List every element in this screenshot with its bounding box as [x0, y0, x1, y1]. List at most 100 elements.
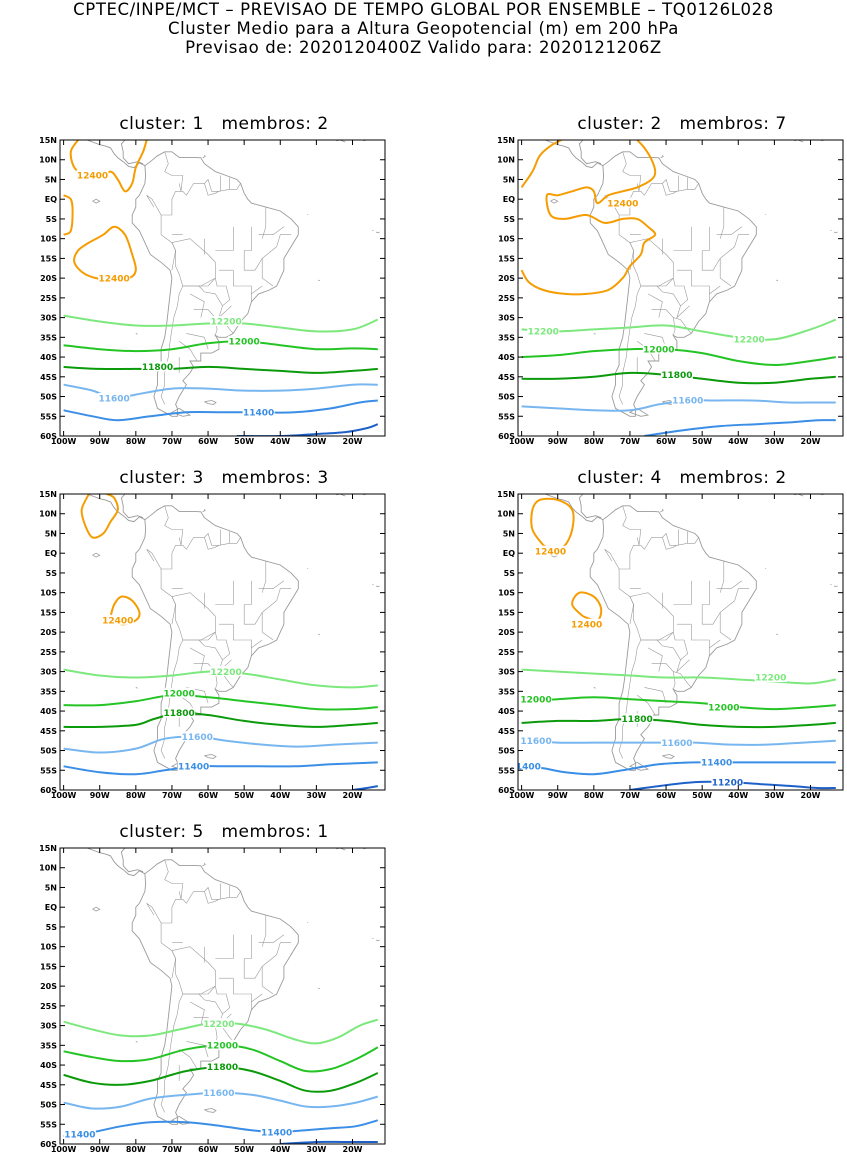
lon-tick-label: 60W — [656, 437, 676, 446]
island — [92, 198, 101, 204]
contour-line-11400 — [63, 1119, 379, 1138]
lat-tick-label: 35S — [498, 333, 515, 342]
lat-tick-label: 25S — [40, 1002, 57, 1011]
contour-line-11800 — [521, 718, 836, 729]
lat-tick-label: 35S — [40, 687, 57, 696]
island — [336, 494, 346, 497]
lat-tick-label: 30S — [498, 668, 515, 677]
contour-line-12400 — [520, 140, 562, 188]
country-border — [672, 671, 692, 690]
lat-tick-label: 15N — [39, 844, 57, 853]
island — [204, 1108, 217, 1113]
contour-label-bg — [163, 687, 196, 698]
country-border — [618, 285, 657, 405]
land-outline — [86, 494, 380, 771]
country-border — [160, 993, 199, 1113]
lat-tick-label: 60S — [40, 1140, 57, 1149]
lat-tick-label: 15N — [497, 490, 515, 499]
coastline — [578, 140, 605, 165]
country-border — [734, 588, 750, 601]
country-border — [618, 178, 699, 271]
contour-label-12200: 12200 — [203, 1020, 234, 1030]
contour-label-bg — [642, 343, 675, 354]
island — [593, 687, 596, 689]
coastline — [544, 494, 604, 523]
lon-tick-label: 90W — [548, 791, 568, 800]
lat-tick-label: 45S — [40, 727, 57, 736]
country-border — [734, 234, 750, 247]
contour-line-12400 — [73, 225, 137, 282]
country-border — [702, 226, 710, 251]
country-border — [701, 604, 721, 625]
lon-tick-label: 40W — [728, 791, 748, 800]
lat-tick-label: 15N — [39, 136, 57, 145]
country-border — [215, 226, 234, 251]
contour-line-11200 — [236, 423, 379, 436]
island — [833, 231, 838, 234]
lon-tick-label: 50W — [692, 791, 712, 800]
lat-tick-label: 50S — [498, 393, 515, 402]
country-border — [160, 178, 241, 271]
lat-tick-label: 45S — [498, 727, 515, 736]
lon-tick-label: 50W — [234, 1145, 254, 1154]
lat-tick-label: 10S — [498, 589, 515, 598]
lon-tick-label: 80W — [126, 1145, 146, 1154]
island — [92, 906, 101, 912]
country-border — [186, 1041, 209, 1058]
contour-label-11200: 11200 — [712, 778, 743, 788]
lon-tick-label: 50W — [234, 437, 254, 446]
lat-tick-label: 10N — [39, 156, 57, 165]
country-border — [604, 549, 620, 570]
island — [336, 848, 346, 851]
contour-label-12000: 12000 — [643, 345, 674, 355]
lat-tick-label: EQ — [45, 195, 57, 204]
coastline — [544, 140, 604, 169]
panel-title-cluster-4: cluster: 4 membros: 2 — [577, 468, 787, 488]
contour-label-12400: 12400 — [77, 172, 108, 182]
contour-label-bg — [660, 369, 693, 380]
contours: 12400 12400 12200 12000 11800 11600 11400 — [63, 140, 379, 436]
lat-tick-label: 15S — [498, 254, 515, 263]
country-border — [647, 647, 663, 672]
country-border — [198, 277, 231, 307]
contour-line-12200 — [521, 318, 837, 341]
lat-tick-label: 20S — [40, 982, 57, 991]
contour-label-bg — [206, 1039, 239, 1050]
country-border — [276, 588, 292, 601]
contour-label-11600: 11600 — [99, 395, 130, 405]
country-border — [146, 195, 162, 216]
lon-tick-label: 80W — [584, 437, 604, 446]
country-border — [673, 226, 692, 251]
contour-line-11400 — [644, 419, 836, 436]
contour-label-11600: 11600 — [182, 733, 213, 743]
contour-label-12200: 12200 — [733, 336, 764, 346]
island — [202, 508, 206, 513]
country-border — [164, 859, 184, 900]
lat-tick-label: 5S — [46, 215, 58, 224]
coastline — [86, 494, 146, 523]
map-panel-cluster-3: 12400 12200 12000 11800 11600 11400 15N 10N 5N EQ… — [39, 490, 386, 800]
island — [833, 585, 838, 588]
country-border — [204, 537, 220, 550]
contour-label-bg — [63, 1128, 96, 1139]
country-border — [676, 659, 690, 673]
country-border — [179, 341, 198, 362]
lat-tick-label: 25S — [40, 294, 57, 303]
lat-tick-label: 20S — [40, 274, 57, 283]
country-border — [243, 250, 263, 271]
lat-tick-label: 20S — [40, 628, 57, 637]
contour-label-bg — [260, 1126, 293, 1137]
contour-label-bg — [98, 272, 131, 283]
contour-label-11800: 11800 — [661, 371, 692, 381]
lat-tick-label: 40S — [498, 707, 515, 716]
country-border — [160, 886, 241, 979]
lon-tick-label: 40W — [270, 791, 290, 800]
lat-tick-label: 45S — [40, 1081, 57, 1090]
contour-line-12400 — [571, 591, 603, 622]
lat-tick-label: 15N — [497, 136, 515, 145]
contour-label-11400: 11400 — [261, 1128, 292, 1138]
lon-tick-label: 90W — [548, 437, 568, 446]
plot-frame — [59, 847, 386, 1145]
lon-tick-label: 40W — [270, 437, 290, 446]
contour-line-11200 — [352, 785, 378, 790]
